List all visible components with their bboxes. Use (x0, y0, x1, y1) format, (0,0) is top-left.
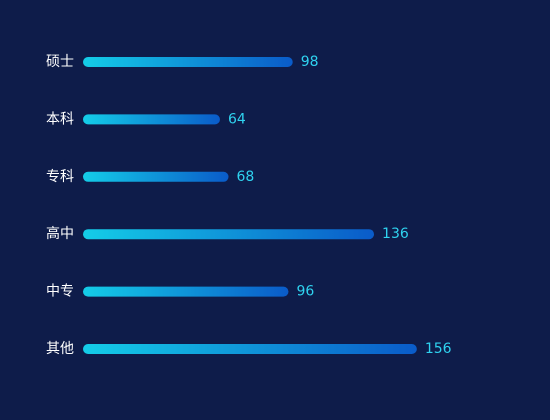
category-label: 高中 (46, 225, 74, 242)
category-label: 中专 (46, 284, 74, 300)
value-label: 64 (228, 111, 246, 127)
bars-group: 硕士 98 本科 64 专科 68 高中 136 中专 96 其他 156 (46, 54, 452, 357)
value-label: 68 (237, 169, 255, 185)
category-label: 其他 (46, 341, 74, 357)
value-label: 136 (382, 226, 409, 242)
bar-row: 硕士 98 (46, 54, 319, 70)
bar-row: 专科 68 (46, 169, 254, 185)
value-label: 96 (296, 284, 314, 300)
bar (83, 114, 220, 125)
category-label: 专科 (46, 169, 74, 185)
value-label: 156 (425, 341, 452, 357)
bar-row: 本科 64 (46, 111, 246, 127)
bar (83, 171, 229, 182)
bar-row: 其他 156 (46, 341, 452, 357)
bar (83, 57, 293, 67)
bar (83, 229, 375, 240)
category-label: 硕士 (46, 54, 74, 70)
bar-row: 中专 96 (46, 284, 314, 300)
bar-row: 高中 136 (46, 225, 409, 242)
bar (83, 286, 289, 297)
bar (83, 344, 417, 354)
value-label: 98 (301, 54, 319, 70)
category-label: 本科 (46, 111, 74, 127)
